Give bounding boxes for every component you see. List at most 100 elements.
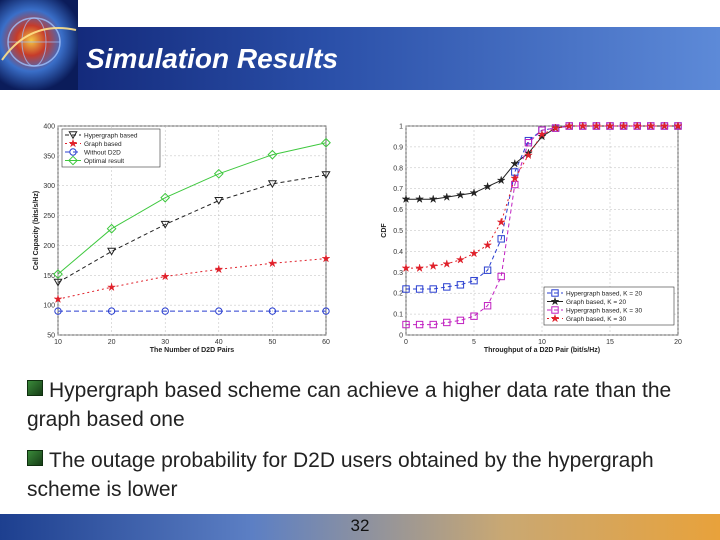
data-point: [443, 318, 451, 327]
x-tick-label: 20: [674, 339, 682, 346]
legend-label: Graph based: [84, 141, 122, 148]
data-point: [523, 150, 534, 160]
legend-box: [543, 286, 675, 326]
legend-label: Graph based, K = 20: [566, 299, 627, 306]
logo: [0, 0, 78, 90]
bullet-2: The outage probability for D2D users obt…: [27, 446, 687, 504]
y-tick-label: 150: [43, 273, 55, 280]
y-axis-label: CDF: [381, 223, 388, 238]
data-point: [550, 123, 561, 132]
y-tick-label: 0.5: [393, 228, 403, 235]
y-tick-label: 0.9: [393, 144, 403, 151]
data-point: [214, 196, 224, 205]
x-tick-label: 5: [472, 339, 476, 346]
data-point: [107, 247, 117, 256]
series-graph-based: [53, 253, 331, 304]
data-point: [442, 258, 452, 268]
data-point: [401, 194, 411, 204]
series-line: [57, 174, 327, 283]
y-tick-label: 100: [43, 303, 55, 310]
series-without-d2d: [54, 307, 330, 315]
data-point: [659, 121, 670, 130]
data-point: [564, 121, 574, 130]
data-point: [537, 129, 547, 139]
data-point: [415, 320, 424, 329]
data-point: [215, 307, 223, 315]
data-point: [107, 307, 116, 315]
data-point: [456, 281, 465, 289]
data-point: [321, 253, 331, 263]
x-tick-label: 20: [108, 339, 116, 346]
data-point: [429, 285, 437, 293]
data-point: [414, 263, 425, 273]
data-point: [321, 171, 331, 180]
y-tick-label: 250: [43, 213, 55, 220]
data-point: [470, 312, 478, 320]
y-tick-label: 1: [399, 124, 403, 131]
data-point: [402, 285, 410, 293]
x-tick-label: 60: [322, 339, 330, 346]
data-point: [497, 272, 505, 281]
bullet-1-text: Hypergraph based scheme can achieve a hi…: [27, 379, 672, 431]
y-tick-label: 300: [43, 183, 55, 190]
legend-marker: [68, 155, 78, 166]
y-tick-label: 50: [47, 333, 55, 340]
cdf-chart-svg: 0 5 10 15 20 0 0.1 0.2 0.3 0.4 0.5 0.6 0.7 0.8 0.9 1 Thr…: [381, 121, 683, 354]
data-point: [483, 181, 493, 191]
globe-icon: [1, 17, 77, 67]
y-tick-label: 350: [43, 153, 55, 160]
data-point: [483, 302, 492, 310]
legend-marker: [550, 296, 560, 306]
bullet-icon: [27, 450, 43, 466]
y-tick-label: 0.7: [393, 186, 403, 193]
x-tick-label: 30: [161, 339, 169, 346]
y-tick-label: 0.2: [393, 291, 403, 298]
capacity-chart: 10 20 30 40 50 60 50 100 150 200 250 300 350 400 The N…: [22, 116, 342, 356]
data-point: [578, 121, 588, 130]
series-line: [57, 142, 327, 275]
data-point: [106, 223, 117, 234]
data-point: [482, 240, 493, 250]
data-point: [53, 269, 63, 279]
slide-title: Simulation Results: [86, 43, 339, 74]
data-point: [524, 139, 533, 147]
data-point: [496, 175, 506, 185]
y-tick-label: 0.4: [393, 249, 403, 256]
legend-label: Optimal result: [84, 158, 124, 165]
data-point: [161, 307, 169, 315]
data-point: [470, 276, 478, 285]
data-point: [510, 173, 520, 183]
data-point: [321, 137, 331, 148]
data-point: [53, 294, 63, 304]
series-optimal-result: [53, 137, 331, 279]
y-axis-label: Cell Capacity (bits/s/Hz): [33, 191, 40, 270]
series-graph-based-k-30: [401, 121, 683, 273]
bullet-icon: [27, 380, 43, 396]
bullet-2-text: The outage probability for D2D users obt…: [27, 449, 654, 501]
data-point: [106, 282, 117, 292]
y-tick-label: 0.6: [393, 207, 403, 214]
legend-label: Without D2D: [84, 150, 121, 157]
cdf-chart: 0 5 10 15 20 0 0.1 0.2 0.3 0.4 0.5 0.6 0.7 0.8 0.9 1 Thr…: [376, 116, 686, 356]
data-point: [53, 278, 63, 287]
data-point: [618, 121, 629, 130]
page-number: 32: [350, 516, 370, 535]
legend-marker: [68, 138, 78, 148]
y-tick-label: 0.3: [393, 270, 403, 277]
data-point: [267, 180, 277, 189]
legend-marker: [551, 306, 559, 314]
data-point: [469, 187, 479, 197]
capacity-chart-svg: 10 20 30 40 50 60 50 100 150 200 250 300 350 400 The N…: [33, 124, 331, 354]
x-tick-label: 40: [215, 339, 223, 346]
data-point: [497, 235, 505, 243]
data-point: [443, 283, 451, 291]
legend-label: Hypergraph based, K = 20: [566, 291, 642, 298]
x-tick-label: 10: [538, 339, 546, 346]
y-tick-label: 0.8: [393, 165, 403, 172]
series-line: [57, 258, 327, 300]
data-point: [483, 266, 492, 274]
x-tick-label: 15: [606, 339, 614, 346]
footer-bar: [0, 514, 720, 540]
data-point: [455, 254, 466, 264]
